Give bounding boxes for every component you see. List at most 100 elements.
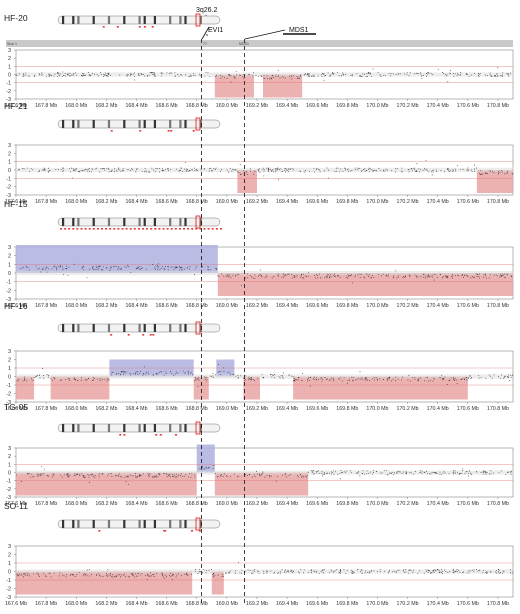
probe-point [492, 171, 493, 173]
probe-point [270, 77, 272, 79]
ideogram-band [123, 324, 126, 332]
x-tick-label: 169.2 Mb [246, 406, 268, 412]
probe-point [44, 269, 46, 271]
probe-point [337, 473, 339, 475]
probe-point [96, 573, 98, 575]
probe-point [73, 378, 75, 380]
probe-point [246, 171, 248, 173]
probe-point [125, 267, 127, 268]
aberration-marker [72, 228, 75, 230]
probe-point [114, 171, 115, 173]
probe-point [367, 72, 369, 74]
probe-point [122, 170, 124, 172]
probe-point [68, 266, 70, 268]
probe-point [484, 470, 486, 472]
probe-point [284, 168, 286, 169]
probe-point [90, 474, 92, 476]
probe-point [386, 379, 388, 381]
x-tick-label: 168.2 Mb [95, 601, 117, 607]
probe-point [292, 168, 294, 170]
probe-point [275, 168, 277, 170]
ideogram-band [169, 16, 172, 24]
probe-point [326, 473, 327, 474]
probe-point [98, 476, 100, 478]
probe-point [361, 572, 363, 574]
probe-point [313, 376, 315, 378]
probe-point [49, 170, 51, 171]
probe-point [375, 170, 377, 171]
probe-point [58, 75, 60, 77]
probe-point [190, 373, 192, 375]
probe-point [482, 472, 484, 473]
probe-point [392, 276, 394, 278]
probe-point [361, 169, 363, 171]
probe-point [194, 474, 196, 476]
probe-point [115, 575, 117, 577]
x-tick-label: 169.4 Mb [276, 501, 298, 507]
probe-point [380, 472, 382, 474]
probe-point [142, 267, 143, 269]
probe-point [93, 268, 95, 270]
probe-point [136, 371, 138, 373]
x-tick-label: 170.0 Mb [366, 103, 388, 109]
probe-point [82, 170, 84, 172]
probe-point [98, 474, 100, 476]
probe-point [485, 273, 486, 275]
probe-point [187, 170, 189, 172]
chromosome-ideogram [57, 421, 221, 436]
probe-point [286, 571, 288, 573]
probe-point [20, 573, 22, 575]
probe-point [113, 266, 115, 268]
probe-point [170, 72, 172, 74]
probe-point [213, 376, 215, 378]
probe-point [311, 470, 312, 472]
probe-point [321, 380, 323, 382]
probe-point [261, 276, 263, 278]
x-tick-label: 168.0 Mb [65, 601, 87, 607]
probe-point [212, 372, 214, 374]
probe-point [44, 168, 46, 170]
probe-point [324, 75, 326, 76]
probe-point [144, 75, 146, 77]
probe-point [132, 169, 134, 170]
probe-point [153, 576, 155, 577]
probe-point [425, 569, 427, 571]
probe-point [253, 277, 255, 279]
probe-point [207, 467, 209, 469]
probe-point [64, 75, 66, 77]
probe-point [139, 574, 141, 576]
probe-point [340, 472, 342, 474]
probe-point [347, 169, 349, 171]
probe-point [153, 169, 155, 171]
probe-point [169, 574, 171, 576]
probe-point [174, 476, 176, 478]
ideogram-band [138, 424, 141, 432]
probe-point [510, 572, 511, 574]
probe-point [177, 372, 179, 374]
probe-point [138, 473, 140, 475]
probe-point [263, 170, 265, 172]
probe-point [87, 170, 89, 172]
y-tick-label: 1 [8, 366, 11, 372]
sample-label: HF-15 [4, 199, 28, 209]
probe-point [121, 476, 122, 478]
probe-point [180, 169, 182, 171]
probe-point [486, 572, 488, 574]
aberration-marker [167, 130, 170, 132]
probe-point [206, 377, 208, 378]
probe-point [158, 266, 160, 268]
probe-point [504, 375, 506, 377]
probe-point [161, 168, 163, 170]
probe-point [159, 473, 161, 475]
ideogram-band [92, 520, 95, 528]
x-tick-label: 170.8 Mb [487, 199, 509, 205]
probe-point [392, 378, 394, 380]
probe-point [342, 73, 344, 75]
probe-point [277, 69, 279, 71]
probe-point [96, 575, 98, 576]
probe-point [254, 570, 256, 572]
y-tick-label: 2 [8, 553, 11, 559]
probe-point [454, 378, 456, 380]
probe-point [259, 171, 261, 173]
probe-point [342, 72, 344, 74]
